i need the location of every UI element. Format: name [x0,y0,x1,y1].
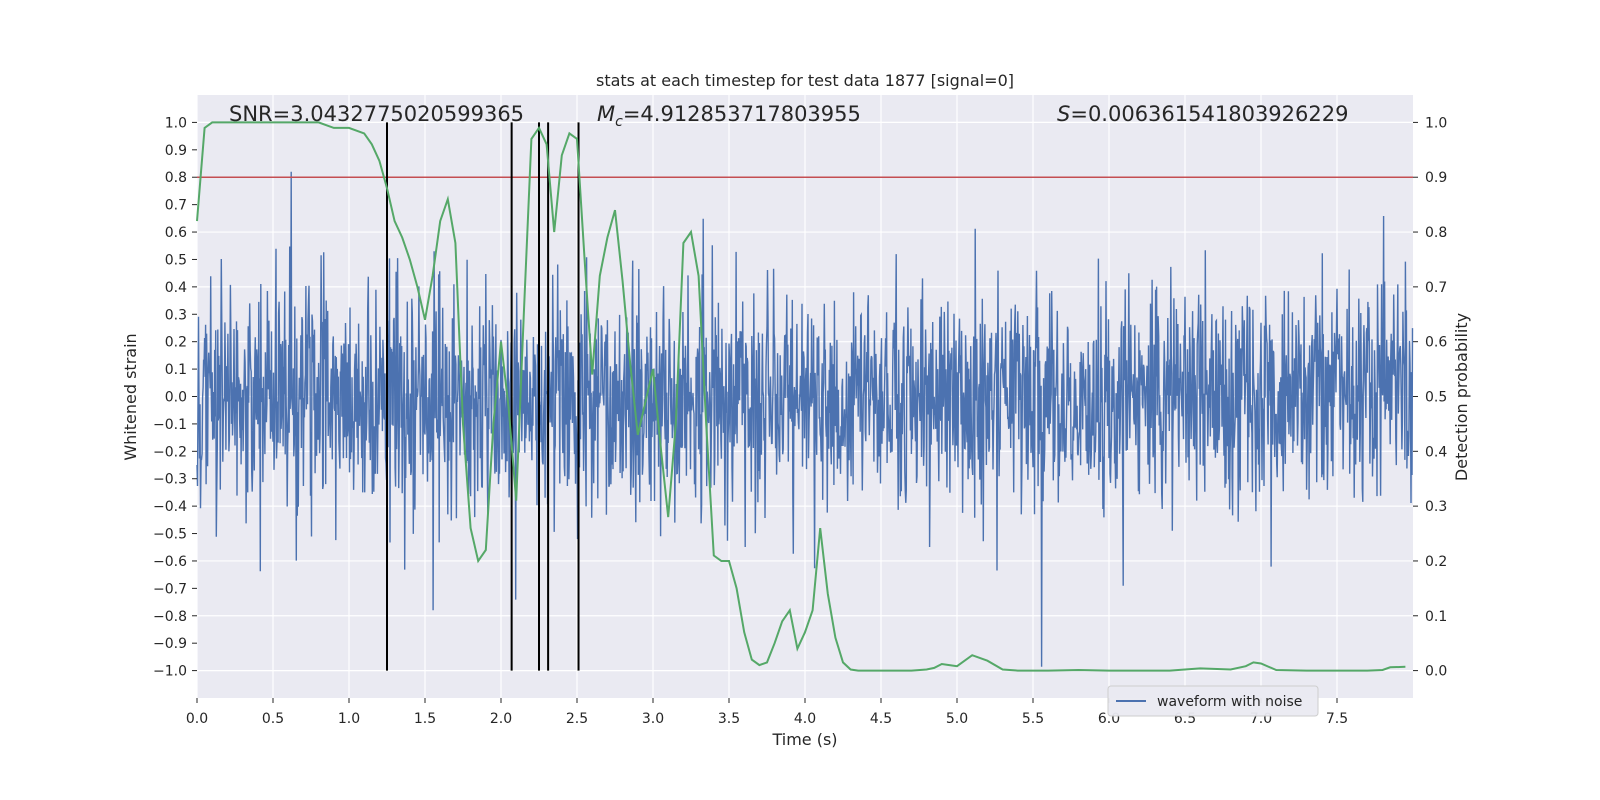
y-tick-label: −1.0 [153,664,187,680]
probability-line [196,121,1406,672]
x-tick-label: 1.5 [414,711,436,727]
chirp-mass-subscript: c [615,114,623,130]
legend-label: waveform with noise [1157,694,1302,710]
x-tick-label: 5.5 [1022,711,1044,727]
y-axis-right: 0.0 0.1 0.2 0.3 0.4 0.5 0.6 0.7 0.8 0.9 1.0 [1413,115,1447,680]
y-tick-label: 0.0 [165,390,187,406]
x-tick-label: 1.0 [338,711,360,727]
y2-tick-label: 0.3 [1425,499,1447,515]
x-tick-label: 0.5 [262,711,284,727]
y-tick-label: −0.1 [153,417,187,433]
y2-tick-label: 1.0 [1425,115,1447,131]
s-value: =0.006361541803926229⁠ [1070,102,1348,126]
y2-tick-label: 0.2 [1425,554,1447,570]
y-tick-label: −0.4 [153,499,187,515]
x-tick-label: 3.0 [642,711,664,727]
x-tick-label: 4.0 [794,711,816,727]
x-tick-label: 2.5 [566,711,588,727]
y2-tick-label: 0.4 [1425,444,1447,460]
y-tick-label: 0.4 [165,280,187,296]
s-annotation: S=0.006361541803926229⁠ [1057,102,1348,126]
x-tick-label: 7.5 [1326,711,1348,727]
y2-tick-label: 0.1 [1425,609,1447,625]
chirp-mass-annotation: Mc=4.912853717803955 [597,102,861,130]
y2-tick-label: 0.0 [1425,664,1447,680]
x-axis-title: Time (s) [771,730,837,749]
y2-tick-label: 0.8 [1425,225,1447,241]
y-tick-label: −0.9 [153,636,187,652]
y-tick-label: −0.2 [153,444,187,460]
plot-title: stats at each timestep for test data 187… [596,71,1014,90]
legend: waveform with noise [1107,685,1319,717]
y-tick-label: 0.7 [165,198,187,214]
snr-annotation: SNR=3.0432775020599365 [229,102,524,126]
vlines-group [386,122,580,671]
y2-tick-label: 0.7 [1425,280,1447,296]
x-tick-label: 2.0 [490,711,512,727]
y-tick-label: 0.3 [165,307,187,323]
y2-tick-label: 0.6 [1425,335,1447,351]
x-tick-label: 0.0 [186,711,208,727]
y-tick-label: 0.6 [165,225,187,241]
y-tick-label: −0.5 [153,527,187,543]
probability-series [196,121,1406,672]
waveform-series [196,171,1414,667]
x-tick-label: 5.0 [946,711,968,727]
y-tick-label: −0.6 [153,554,187,570]
y-tick-label: 0.2 [165,335,187,351]
y-tick-label: 0.8 [165,170,187,186]
y-tick-label: 1.0 [165,115,187,131]
y-tick-label: −0.8 [153,609,187,625]
y-tick-label: −0.7 [153,581,187,597]
y2-tick-label: 0.9 [1425,170,1447,186]
y-tick-label: −0.3 [153,472,187,488]
y2-axis-title: Detection probability [1452,313,1471,481]
y-tick-label: 0.1 [165,362,187,378]
chirp-mass-symbol: M [597,102,615,126]
chirp-mass-value: =4.912853717803955 [623,102,861,126]
s-symbol: S [1057,102,1070,126]
y-axis-left: −1.0 −0.9 −0.8 −0.7 −0.6 −0.5 −0.4 −0.3 −0.2 −0.1… [153,115,197,680]
y-tick-label: 0.9 [165,143,187,159]
legend-box [1107,685,1319,717]
y-tick-label: 0.5 [165,252,187,268]
y-axis-title: Whitened strain [121,333,140,460]
waveform-line [196,171,1414,667]
x-tick-label: 4.5 [870,711,892,727]
y2-tick-label: 0.5 [1425,390,1447,406]
x-tick-label: 3.5 [718,711,740,727]
